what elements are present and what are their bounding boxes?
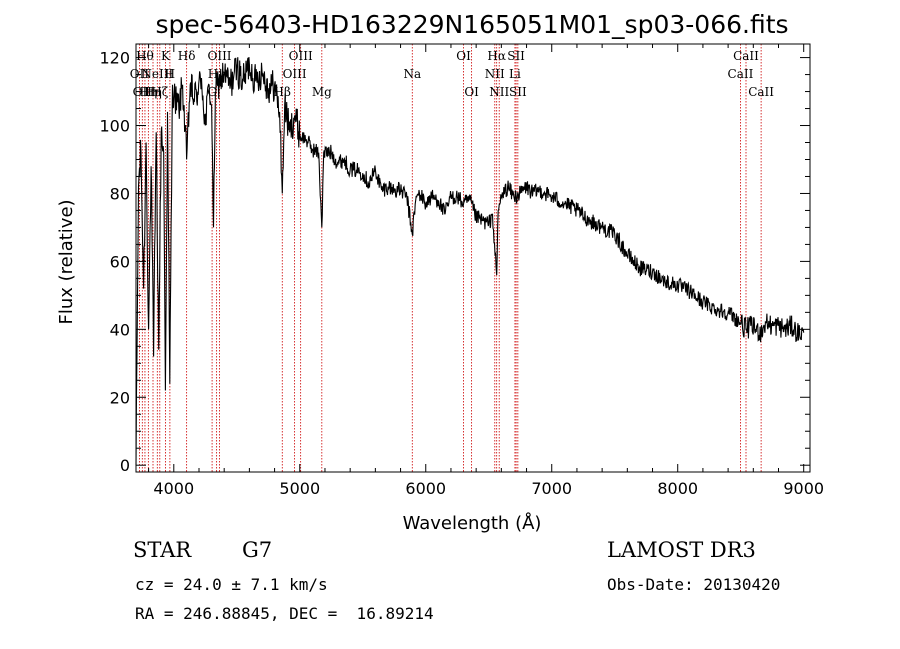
line-label: CaII: [748, 85, 774, 99]
y-tick-label: 80: [110, 184, 130, 203]
line-label: Hα: [487, 49, 506, 63]
line-label: CaII: [728, 67, 754, 81]
x-axis-label: Wavelength (Å): [403, 512, 542, 534]
chart-title: spec-56403-HD163229N165051M01_sp03-066.f…: [155, 10, 788, 39]
x-tick-label: 5000: [279, 479, 320, 498]
y-tick-label: 40: [110, 320, 130, 339]
line-label: OIII: [207, 49, 231, 63]
y-tick-label: 100: [99, 117, 130, 136]
x-tick-label: 4000: [153, 479, 194, 498]
line-label: Hβ: [274, 85, 291, 99]
line-label: H: [165, 67, 175, 81]
line-label: Na: [403, 67, 421, 81]
y-tick-label: 60: [110, 252, 130, 271]
x-tick-label: 9000: [783, 479, 824, 498]
line-label: Hδ: [178, 49, 196, 63]
line-label: SII: [509, 85, 527, 99]
line-label: Hη: [144, 85, 162, 99]
x-tick-label: 8000: [657, 479, 698, 498]
y-tick-label: 120: [99, 49, 130, 68]
plot-frame: [135, 43, 811, 473]
redshift-text: cz = 24.0 ± 7.1 km/s: [135, 575, 328, 594]
line-label: OIII: [289, 49, 313, 63]
y-tick-label: 20: [110, 388, 130, 407]
line-label: OII: [130, 67, 150, 81]
line-label: OIII: [283, 67, 307, 81]
axes: 4000 5000 6000 7000 8000 9000 0 20 40 60 80 100 120: [99, 44, 824, 498]
line-label: G: [207, 85, 217, 99]
line-label: OI: [464, 85, 479, 99]
line-label: Mg: [312, 85, 332, 99]
y-axis-label: Flux (relative): [56, 199, 77, 324]
line-label: CaII: [733, 49, 759, 63]
coords-text: RA = 246.88845, DEC = 16.89214: [135, 604, 434, 623]
subclass-label: G7: [242, 538, 273, 562]
y-tick-label: 0: [120, 456, 130, 475]
x-tick-label: 7000: [531, 479, 572, 498]
spectrum-line: [135, 57, 805, 466]
survey-label: LAMOST DR3: [607, 538, 756, 562]
line-label: Hθ: [136, 49, 154, 63]
line-label: Li: [509, 67, 521, 81]
line-label: Hζ: [151, 85, 168, 99]
line-label: NeIII: [141, 67, 173, 81]
line-label: NII: [485, 67, 505, 81]
line-label: NII: [489, 85, 509, 99]
line-label: K: [161, 49, 171, 63]
line-label: OI: [456, 49, 471, 63]
line-label: Hη: [140, 85, 158, 99]
class-label: STAR: [133, 538, 192, 562]
obs-date-text: Obs-Date: 20130420: [607, 575, 781, 594]
data-series: [135, 57, 805, 466]
line-markers: [139, 44, 762, 472]
x-tick-label: 6000: [405, 479, 446, 498]
line-label: OII: [133, 85, 153, 99]
line-label: Hγ: [208, 67, 226, 81]
line-label: SII: [507, 49, 525, 63]
